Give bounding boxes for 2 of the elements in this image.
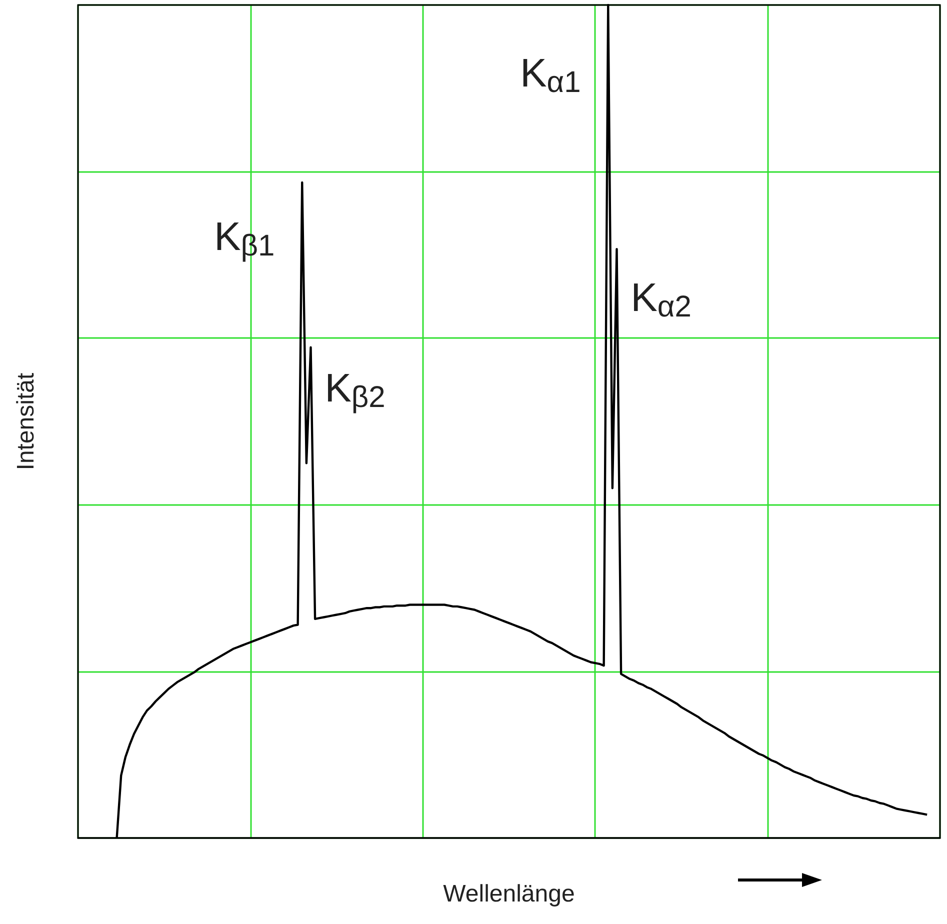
x-axis-title: Wellenlänge <box>443 880 575 908</box>
y-axis-title: Intensität <box>12 372 40 470</box>
